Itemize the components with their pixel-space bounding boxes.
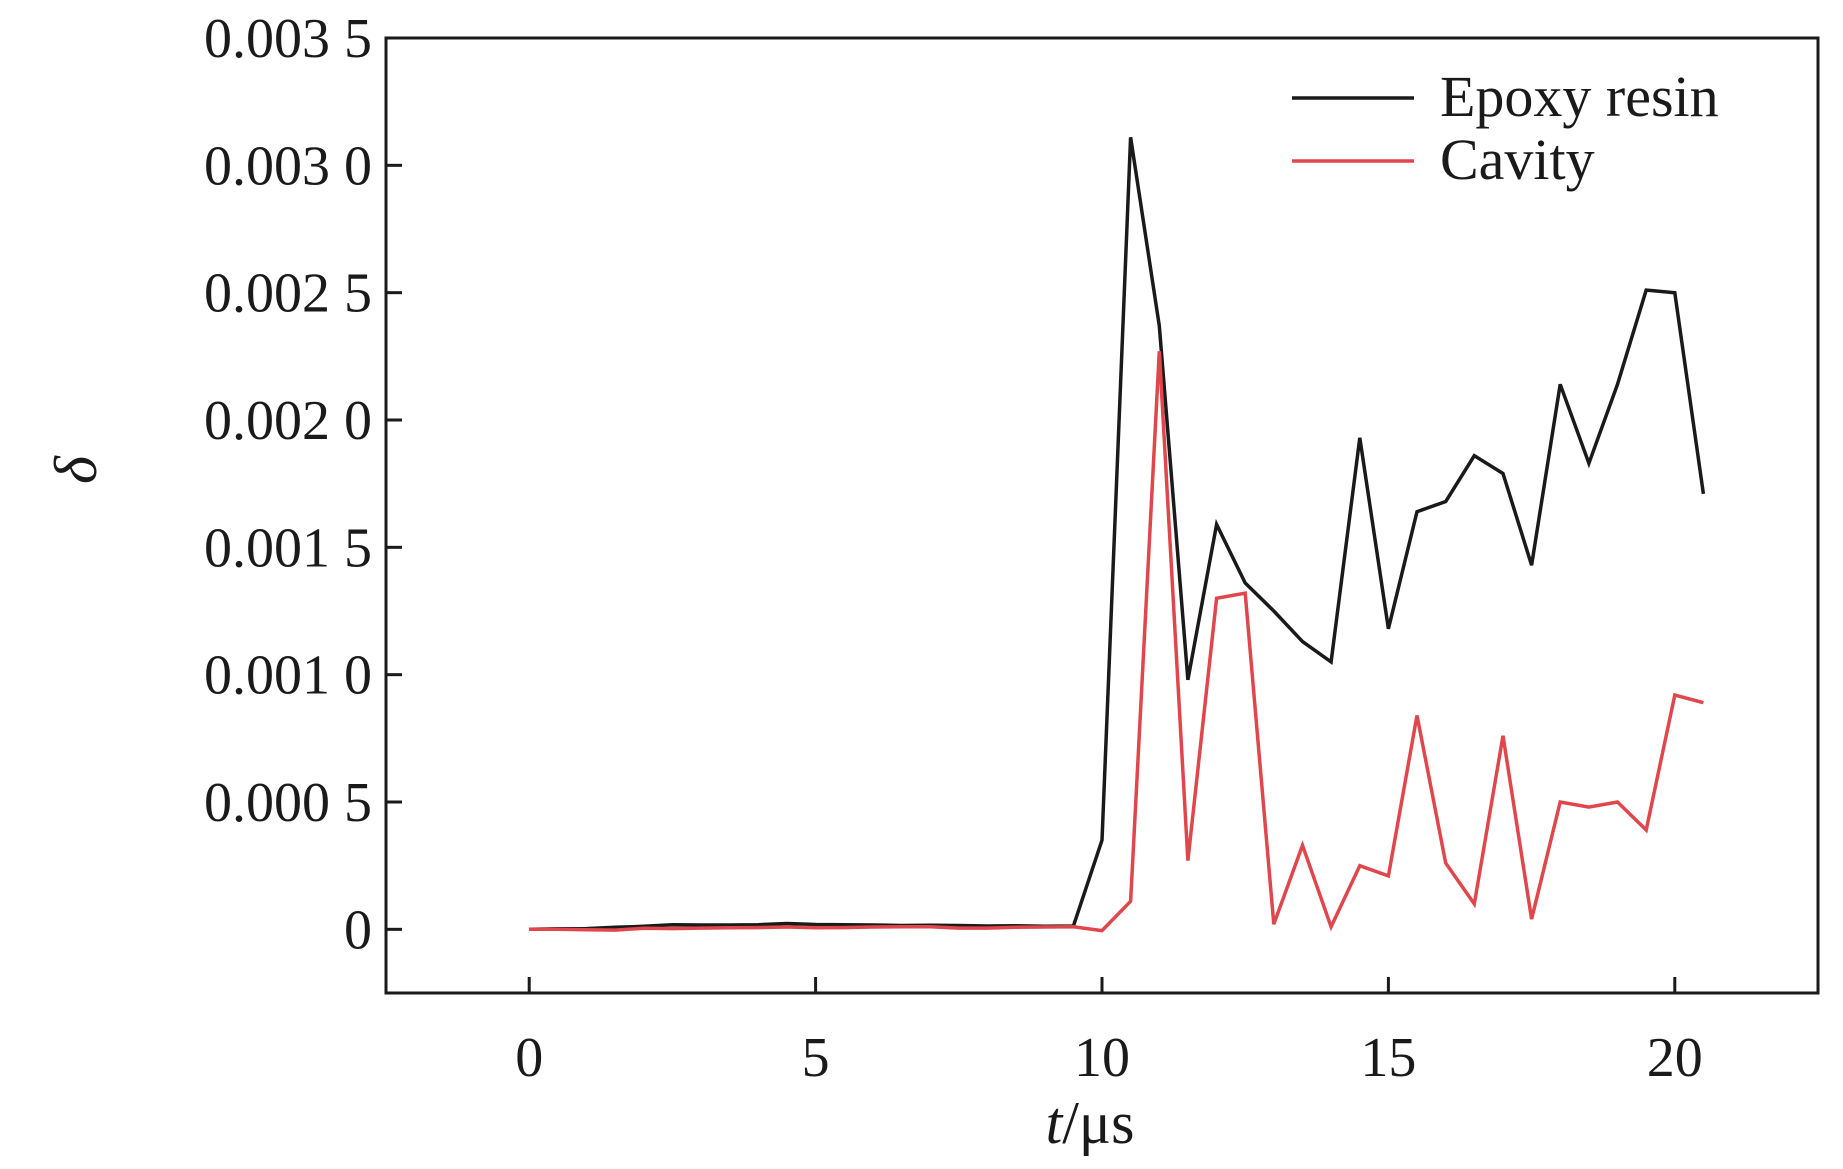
series-line-epoxy-resin [529, 137, 1706, 932]
x-axis-label: t/μs [1046, 1090, 1135, 1156]
y-axis-label: δ [43, 455, 109, 484]
plot-area [529, 137, 1706, 933]
legend-label-cavity: Cavity [1440, 127, 1595, 192]
y-tick-label: 0.003 0 [204, 135, 372, 197]
y-tick-label: 0.001 5 [204, 517, 372, 579]
y-tick-label: 0.001 0 [204, 645, 372, 707]
x-axis-label-variable: t [1046, 1090, 1064, 1156]
x-tick-label: 20 [1647, 1027, 1703, 1089]
y-tick-label: 0.002 0 [204, 390, 372, 452]
x-axis: 0 5 10 15 20 [515, 977, 1703, 1089]
y-axis: 0 0.000 5 0.001 0 0.001 5 0.002 0 0.002 5 0.00… [204, 8, 402, 961]
x-tick-label: 5 [802, 1027, 830, 1089]
y-tick-label: 0.002 5 [204, 263, 372, 325]
y-tick-label: 0.003 5 [204, 8, 372, 70]
x-axis-label-unit: /μs [1062, 1090, 1134, 1156]
y-tick-label: 0.000 5 [204, 772, 372, 834]
plot-frame [384, 36, 1820, 995]
x-tick-label: 10 [1074, 1027, 1130, 1089]
legend-label-epoxy-resin: Epoxy resin [1440, 64, 1719, 129]
x-tick-label: 15 [1360, 1027, 1416, 1089]
y-tick-label: 0 [344, 899, 372, 961]
x-tick-label: 0 [515, 1027, 543, 1089]
series-line-cavity [529, 351, 1704, 933]
